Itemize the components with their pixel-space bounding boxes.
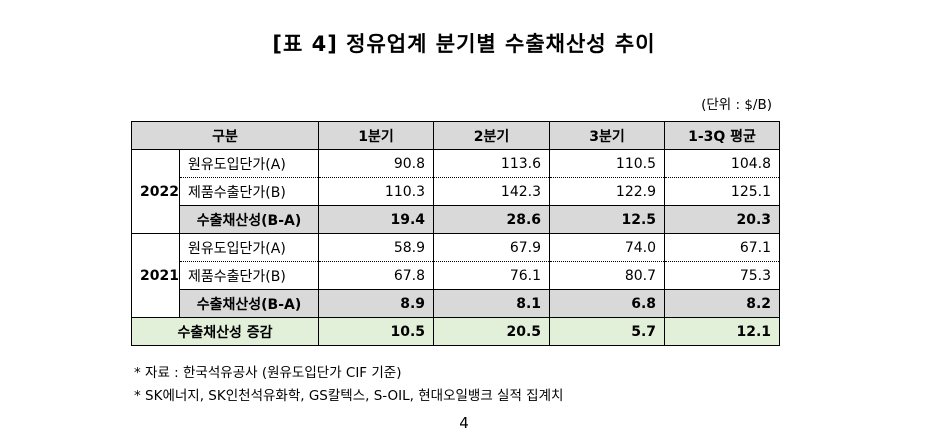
value-cell: 74.0 (549, 233, 666, 262)
table-row: 제품수출단가(B) 110.3 142.3 122.9 125.1 (132, 177, 781, 206)
value-cell: 20.3 (664, 205, 781, 234)
value-cell: 122.9 (549, 177, 666, 206)
table-row: 2021 원유도입단가(A) 58.9 67.9 74.0 67.1 (131, 233, 781, 318)
source-note: * 자료 : 한국석유공사 (원유도입단가 CIF 기준) (134, 365, 402, 381)
value-cell: 110.5 (549, 149, 666, 178)
value-cell: 67.8 (318, 261, 435, 290)
value-cell: 142.3 (433, 177, 551, 206)
row-label: 수출채산성(B-A) (178, 289, 320, 318)
header-q3: 3분기 (549, 121, 666, 150)
total-label: 수출채산성 증감 (130, 317, 320, 346)
row-label: 원유도입단가(A) (178, 149, 320, 178)
export-profitability-table: 구분 1분기 2분기 3분기 1-3Q 평균 2022 원유도입단가(A) 90… (130, 121, 781, 346)
value-cell: 125.1 (664, 177, 781, 206)
table-row: 제품수출단가(B) 67.8 76.1 80.7 75.3 (132, 261, 781, 290)
table-title: [표 4] 정유업계 분기별 수출채산성 추이 (272, 32, 656, 56)
value-cell: 12.5 (549, 205, 666, 234)
value-cell: 110.3 (318, 177, 435, 206)
companies-note: * SK에너지, SK인천석유화학, GS칼텍스, S-OIL, 현대오일뱅크 … (134, 388, 564, 404)
total-row: 수출채산성 증감 10.5 20.5 5.7 12.1 (130, 317, 781, 346)
value-cell: 19.4 (318, 205, 435, 234)
total-value-cell: 12.1 (664, 317, 781, 346)
total-value-cell: 5.7 (549, 317, 666, 346)
value-cell: 8.2 (664, 289, 781, 318)
value-cell: 8.1 (433, 289, 551, 318)
unit-label: (단위 : $/B) (701, 97, 772, 113)
year-cell-2021: 2021 (131, 233, 180, 318)
table-row: 2022 원유도입단가(A) 90.8 113.6 110.5 104.8 (131, 149, 781, 234)
value-cell: 28.6 (433, 205, 551, 234)
value-cell: 58.9 (318, 233, 435, 262)
value-cell: 6.8 (549, 289, 666, 318)
value-cell: 8.9 (318, 289, 435, 318)
table-row: 수출채산성(B-A) 8.9 8.1 6.8 8.2 (132, 289, 781, 318)
value-cell: 67.1 (664, 233, 781, 262)
value-cell: 67.9 (433, 233, 551, 262)
value-cell: 90.8 (318, 149, 435, 178)
header-q1: 1분기 (318, 121, 435, 150)
page-number: 4 (459, 414, 469, 432)
year-cell-2022: 2022 (131, 149, 180, 234)
total-value-cell: 10.5 (318, 317, 435, 346)
header-average: 1-3Q 평균 (664, 121, 781, 150)
row-label: 제품수출단가(B) (178, 261, 320, 290)
row-label: 원유도입단가(A) (178, 233, 320, 262)
table-row: 수출채산성(B-A) 19.4 28.6 12.5 20.3 (132, 205, 781, 234)
header-category: 구분 (130, 121, 320, 150)
value-cell: 113.6 (433, 149, 551, 178)
value-cell: 80.7 (549, 261, 666, 290)
header-row: 구분 1분기 2분기 3분기 1-3Q 평균 (130, 121, 781, 150)
value-cell: 76.1 (433, 261, 551, 290)
header-q2: 2분기 (433, 121, 551, 150)
row-label: 수출채산성(B-A) (178, 205, 320, 234)
value-cell: 104.8 (664, 149, 781, 178)
row-label: 제품수출단가(B) (178, 177, 320, 206)
total-value-cell: 20.5 (433, 317, 551, 346)
value-cell: 75.3 (664, 261, 781, 290)
